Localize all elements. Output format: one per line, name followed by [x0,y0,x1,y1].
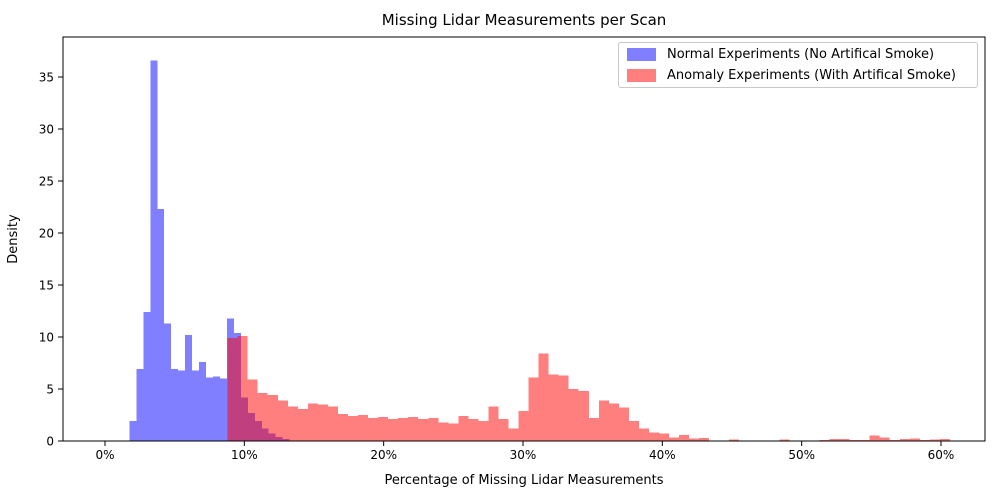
legend-box: Normal Experiments (No Artifical Smoke) … [618,42,978,88]
y-tick-label: 30 [39,123,54,137]
x-tick-label: 60% [928,448,955,462]
plot-border [62,36,986,442]
legend-label-normal: Normal Experiments (No Artifical Smoke) [667,47,935,62]
x-tick-label: 0% [95,448,114,462]
x-tick-label: 20% [370,448,397,462]
histogram-bars-layer [129,60,950,442]
y-axis-title: Density [6,214,21,264]
legend-swatch-anomaly-icon [627,69,656,82]
x-tick-label: 30% [510,448,537,462]
x-tick-label: 10% [231,448,258,462]
axis-ticks-layer [58,76,942,446]
y-tick-label: 10 [39,331,54,345]
y-tick-label: 15 [39,279,54,293]
x-axis-title: Percentage of Missing Lidar Measurements [384,473,663,488]
y-tick-label: 35 [39,71,54,85]
y-tick-label: 0 [46,435,54,449]
y-tick-label: 20 [39,227,54,241]
histogram-series-anomaly [227,335,950,441]
legend-swatch-normal-icon [627,48,656,61]
histogram-series-normal [129,60,290,442]
x-tick-label: 40% [649,448,676,462]
x-tick-label: 50% [788,448,815,462]
y-tick-label: 5 [46,383,54,397]
chart-title: Missing Lidar Measurements per Scan [382,11,667,29]
y-tick-label: 25 [39,175,54,189]
axis-tick-labels-layer: 0% 10% 20% 30% 40% 50% 60% 0 5 10 15 20 25 30 35 [39,71,955,463]
legend-item-anomaly: Anomaly Experiments (With Artifical Smok… [627,67,977,84]
legend-item-normal: Normal Experiments (No Artifical Smoke) [627,46,977,63]
legend-label-anomaly: Anomaly Experiments (With Artifical Smok… [667,68,956,83]
